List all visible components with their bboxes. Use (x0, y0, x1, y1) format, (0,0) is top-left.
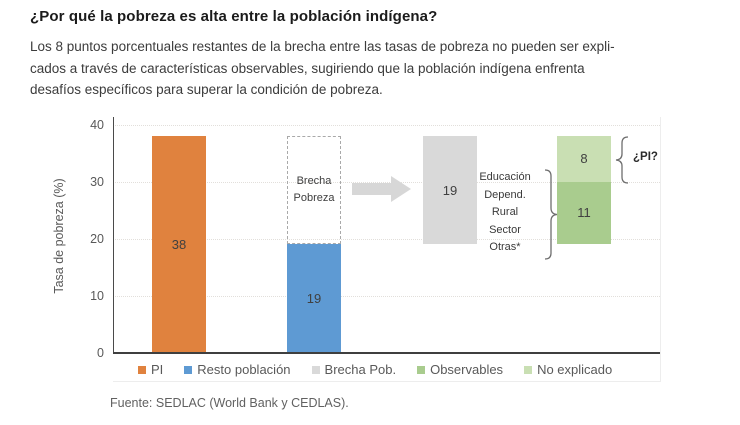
legend-label: Observables (430, 362, 504, 377)
pi-question-label: ¿PI? (633, 151, 658, 163)
plot-bottom-border (113, 381, 661, 382)
bar-pi: 38 (152, 136, 206, 353)
y-tick-label-20: 20 (90, 231, 104, 246)
legend-swatch-observables (417, 365, 426, 374)
plot-right-border (660, 117, 661, 381)
arrow-right-icon (352, 176, 411, 202)
page-title: ¿Por qué la pobreza es alta entre la pob… (30, 8, 438, 25)
bar-value-label: 19 (442, 182, 458, 198)
bar-observables: 11 (557, 181, 611, 245)
bar-brecha-pob: 19 (423, 136, 477, 245)
y-tick-label-0: 0 (97, 345, 104, 360)
x-axis-line (113, 352, 660, 354)
y-axis-line (113, 117, 114, 353)
legend-item-pi: PI (138, 362, 163, 377)
y-tick-label-40: 40 (90, 117, 104, 132)
y-tick-label-30: 30 (90, 174, 104, 189)
pi-brace-icon (615, 136, 629, 184)
factors-bracket-icon (544, 169, 558, 260)
gridline-10 (113, 295, 660, 297)
bar-resto-poblacion: 19 (287, 244, 341, 353)
legend-label: PI (151, 362, 164, 377)
bar-value-label: 11 (577, 205, 591, 221)
legend-swatch-pi (138, 365, 146, 374)
gridline-40 (113, 124, 660, 126)
poverty-gap-dashed-box: Brecha Pobreza (287, 136, 341, 245)
bar-no-explicado: 8 (557, 136, 611, 182)
bar-value-label: 8 (580, 151, 588, 167)
legend-item-no-explicado: No explicado (524, 362, 612, 377)
legend-swatch-no-explicado (524, 365, 533, 374)
gridline-20 (113, 238, 660, 240)
bar-value-label: 38 (171, 236, 187, 252)
y-tick-label-10: 10 (90, 288, 104, 303)
observable-factors-list: Educación Depend. Rural Sector Otras* (479, 171, 531, 253)
legend-label: Resto población (197, 362, 291, 377)
legend-swatch-resto-poblacion (184, 365, 193, 374)
intro-paragraph: Los 8 puntos porcentuales restantes de l… (30, 39, 615, 97)
source-note: Fuente: SEDLAC (World Bank y CEDLAS). (110, 396, 349, 410)
legend-item-brecha-pob: Brecha Pob. (311, 362, 397, 377)
legend-item-resto-poblacion: Resto población (184, 362, 291, 377)
bar-value-label: 19 (306, 290, 322, 306)
chart-legend: PI Resto población Brecha Pob. Observables N… (138, 362, 612, 377)
gridline-30 (113, 181, 660, 183)
legend-swatch-brecha-pob (311, 365, 320, 374)
legend-label: Brecha Pob. (324, 362, 397, 377)
legend-label: No explicado (537, 362, 613, 377)
legend-item-observables: Observables (417, 362, 503, 377)
poverty-gap-label: Brecha Pobreza (293, 175, 335, 205)
